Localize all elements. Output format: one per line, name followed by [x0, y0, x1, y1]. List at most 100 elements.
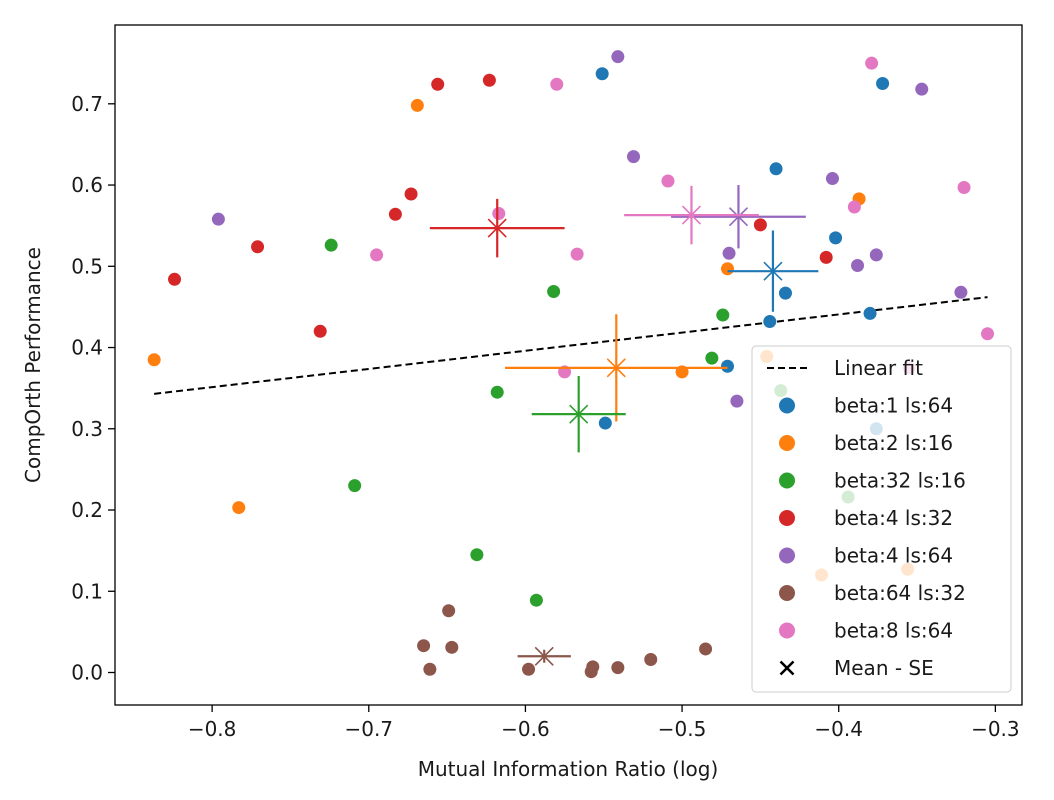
legend-marker-series-4: [779, 547, 795, 564]
legend-label: Linear fit: [834, 356, 923, 380]
data-point-series-4: [722, 246, 736, 260]
data-point-series-1: [232, 501, 246, 515]
data-point-series-6: [865, 56, 879, 70]
data-point-series-0: [829, 231, 843, 245]
y-axis-label: CompOrth Performance: [21, 247, 45, 483]
data-point-series-4: [869, 248, 883, 262]
y-tick-label: 0.7: [71, 92, 103, 116]
legend-marker-series-6: [779, 622, 795, 639]
legend-marker-series-3: [779, 510, 795, 526]
data-point-series-6: [550, 77, 564, 91]
data-point-series-1: [410, 98, 424, 112]
data-point-series-6: [981, 327, 995, 341]
mean-marker-series-0: [727, 230, 819, 312]
legend-marker-series-2: [779, 472, 795, 489]
x-tick-label: −0.6: [501, 717, 550, 741]
legend-label: beta:4 ls:32: [834, 506, 953, 530]
data-point-series-4: [851, 258, 865, 272]
mean-marker-series-1: [505, 314, 728, 422]
mean-marker-series-6: [624, 185, 759, 245]
data-point-series-5: [699, 642, 713, 656]
data-point-series-3: [753, 218, 767, 232]
mean-x-stroke: [681, 205, 702, 225]
data-point-series-0: [876, 76, 890, 90]
mean-x-stroke: [487, 218, 507, 238]
data-point-series-4: [611, 50, 625, 64]
data-point-series-4: [627, 150, 641, 164]
mean-marker-series-5: [517, 646, 571, 666]
data-point-series-6: [492, 206, 506, 220]
x-tick-label: −0.8: [188, 717, 237, 741]
data-point-series-3: [168, 272, 182, 286]
data-point-series-6: [847, 200, 861, 214]
data-point-series-0: [769, 162, 783, 176]
y-tick-label: 0.5: [71, 254, 103, 278]
data-point-series-0: [598, 416, 612, 430]
y-axis-ticks: 0.0 0.1 0.2 0.3 0.4 0.5 0.6 0.7: [71, 92, 115, 685]
legend-label: beta:32 ls:16: [834, 469, 966, 493]
data-point-series-4: [211, 212, 225, 226]
legend-marker-series-1: [779, 435, 795, 451]
mean-x-stroke: [534, 646, 554, 666]
data-point-series-2: [529, 593, 543, 607]
data-point-series-5: [584, 665, 598, 679]
legend-label: beta:8 ls:64: [834, 619, 953, 643]
data-point-series-0: [778, 286, 792, 300]
x-tick-label: −0.3: [971, 717, 1020, 741]
y-tick-label: 0.0: [71, 661, 103, 685]
data-point-series-5: [423, 662, 437, 676]
data-point-series-0: [863, 306, 877, 320]
x-tick-label: −0.5: [658, 717, 707, 741]
data-point-series-3: [431, 77, 445, 91]
mean-x-stroke: [728, 207, 749, 227]
data-point-series-6: [570, 247, 584, 261]
data-point-series-3: [482, 73, 496, 87]
data-point-series-1: [720, 262, 734, 276]
plot-frame: [114, 24, 1023, 706]
linear-fit-layer: [154, 296, 988, 395]
legend-marker-series-0: [779, 397, 795, 414]
data-point-series-2: [490, 385, 504, 399]
mean-x-stroke: [569, 404, 589, 424]
legend-label: Mean - SE: [834, 656, 934, 680]
data-point-series-0: [595, 67, 609, 81]
legend-label: beta:4 ls:64: [834, 544, 953, 568]
legend-marker-mean: [779, 660, 795, 676]
y-tick-label: 0.2: [71, 498, 103, 522]
data-point-series-4: [730, 394, 744, 408]
x-tick-label: −0.7: [344, 717, 393, 741]
x-axis-ticks: −0.8 −0.7 −0.6 −0.5 −0.4 −0.3: [188, 705, 1020, 741]
data-point-series-5: [522, 662, 536, 676]
data-point-series-5: [445, 640, 459, 654]
data-point-series-4: [915, 82, 929, 96]
y-tick-label: 0.3: [71, 417, 103, 441]
data-point-series-5: [644, 653, 658, 667]
data-point-series-6: [370, 248, 384, 262]
legend-marker-series-5: [779, 585, 795, 601]
mean-markers-layer: [429, 185, 819, 666]
data-point-series-5: [417, 639, 431, 653]
data-point-series-1: [147, 353, 161, 367]
legend-label: beta:2 ls:16: [834, 431, 953, 455]
legend-box: [751, 345, 1012, 693]
data-point-series-5: [611, 661, 625, 675]
data-point-series-6: [661, 174, 675, 188]
data-point-series-2: [705, 351, 719, 365]
data-points-layer: [147, 50, 995, 679]
data-point-series-2: [470, 548, 484, 562]
x-tick-label: −0.4: [814, 717, 863, 741]
data-point-series-4: [825, 172, 839, 186]
data-point-series-2: [547, 284, 561, 298]
data-point-series-3: [251, 240, 265, 254]
data-point-series-3: [819, 250, 833, 264]
y-tick-label: 0.4: [71, 336, 103, 360]
legend-label: beta:1 ls:64: [834, 394, 953, 418]
data-point-series-5: [442, 604, 456, 618]
data-point-series-3: [404, 187, 418, 201]
data-point-series-2: [716, 308, 730, 322]
mean-x-stroke: [763, 261, 783, 281]
data-point-series-2: [348, 479, 362, 493]
linear-fit-line: [154, 296, 988, 395]
x-axis-label: Mutual Information Ratio (log): [418, 757, 719, 781]
